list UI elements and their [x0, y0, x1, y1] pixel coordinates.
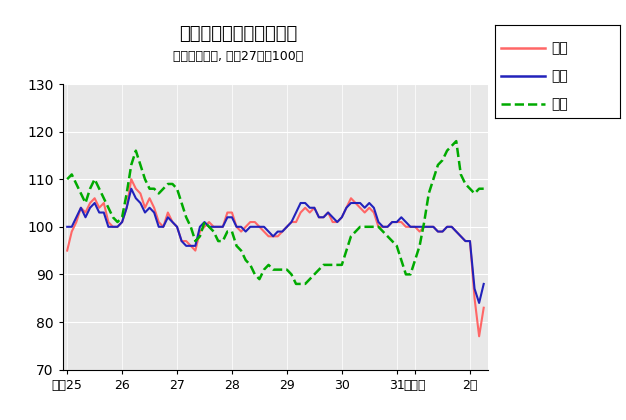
Text: 在庫: 在庫: [551, 97, 568, 111]
Text: （季節調整済, 平成27年＝100）: （季節調整済, 平成27年＝100）: [173, 50, 303, 63]
Text: 鳥取県鉱工業指数の推移: 鳥取県鉱工業指数の推移: [179, 25, 297, 43]
Text: 生産: 生産: [551, 41, 568, 55]
Text: 出荷: 出荷: [551, 69, 568, 83]
